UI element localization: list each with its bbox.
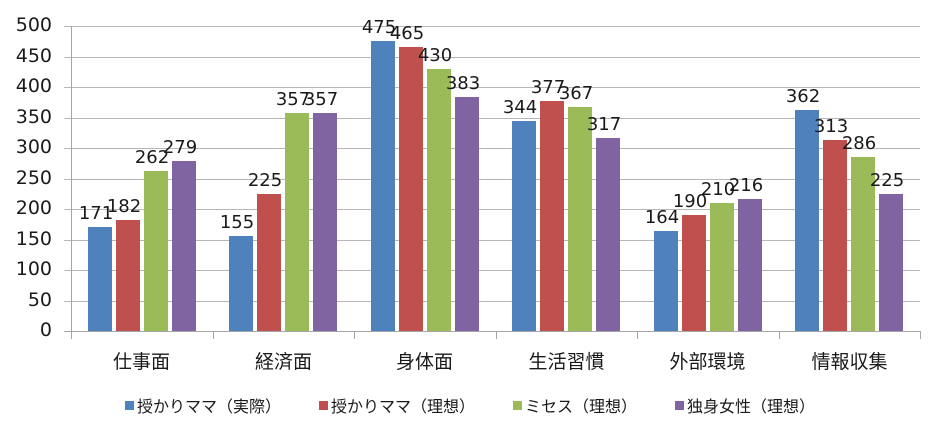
gridline bbox=[64, 148, 920, 149]
data-label: 225 bbox=[869, 170, 905, 191]
x-tick bbox=[213, 331, 214, 339]
legend-swatch-icon bbox=[675, 400, 685, 410]
data-label: 210 bbox=[700, 179, 736, 200]
data-label: 430 bbox=[417, 45, 453, 66]
x-tick bbox=[496, 331, 497, 339]
data-label: 344 bbox=[502, 97, 538, 118]
bar bbox=[257, 194, 281, 331]
gridline bbox=[64, 87, 920, 88]
y-tick-label: 200 bbox=[15, 197, 52, 219]
legend-item: 授かりママ（実際） bbox=[124, 393, 281, 417]
legend-label: ミセス（理想） bbox=[525, 397, 638, 416]
data-label: 357 bbox=[275, 89, 311, 110]
x-tick bbox=[637, 331, 638, 339]
data-label: 171 bbox=[78, 203, 114, 224]
legend-item: ミセス（理想） bbox=[513, 393, 637, 417]
data-label: 216 bbox=[728, 175, 764, 196]
gridline bbox=[64, 57, 920, 58]
y-tick-label: 400 bbox=[15, 75, 52, 97]
bar bbox=[88, 227, 112, 331]
legend-item: 独身女性（理想） bbox=[675, 393, 815, 417]
data-label: 262 bbox=[134, 147, 170, 168]
bar bbox=[116, 220, 140, 331]
y-tick-label: 250 bbox=[15, 167, 52, 189]
legend-item: 授かりママ（理想） bbox=[318, 393, 475, 417]
bar bbox=[455, 97, 479, 331]
data-label: 190 bbox=[672, 191, 708, 212]
y-tick-label: 150 bbox=[15, 228, 52, 250]
x-tick bbox=[779, 331, 780, 339]
bar bbox=[795, 110, 819, 331]
data-label: 367 bbox=[558, 83, 594, 104]
y-tick-label: 300 bbox=[15, 136, 52, 158]
data-label: 182 bbox=[106, 196, 142, 217]
data-label: 155 bbox=[219, 212, 255, 233]
bar bbox=[654, 231, 678, 331]
data-label: 313 bbox=[813, 116, 849, 137]
x-category-label: 生活習慣 bbox=[528, 351, 605, 373]
bar bbox=[144, 171, 168, 331]
x-tick bbox=[354, 331, 355, 339]
bar bbox=[540, 101, 564, 331]
data-label: 383 bbox=[445, 73, 481, 94]
data-label: 317 bbox=[586, 114, 622, 135]
bar bbox=[371, 41, 395, 331]
legend-label: 授かりママ（実際） bbox=[136, 397, 281, 416]
gridline bbox=[64, 179, 920, 180]
y-tick-label: 350 bbox=[15, 106, 52, 128]
y-tick-label: 100 bbox=[15, 258, 52, 280]
y-tick-label: 500 bbox=[15, 14, 52, 36]
x-category-label: 仕事面 bbox=[112, 351, 170, 373]
legend-label: 授かりママ（理想） bbox=[330, 397, 475, 416]
bar bbox=[568, 107, 592, 331]
gridline bbox=[64, 118, 920, 119]
x-category-label: 経済面 bbox=[254, 351, 312, 373]
bar bbox=[399, 47, 423, 331]
y-tick-label: 0 bbox=[39, 319, 52, 341]
data-label: 475 bbox=[361, 17, 397, 38]
gridline bbox=[64, 240, 920, 241]
gridline bbox=[64, 301, 920, 302]
gridline bbox=[64, 270, 920, 271]
gridline bbox=[64, 26, 920, 27]
x-category-label: 身体面 bbox=[395, 351, 453, 373]
bar bbox=[851, 157, 875, 331]
y-axis-line bbox=[71, 26, 72, 331]
data-label: 357 bbox=[303, 89, 339, 110]
bar bbox=[285, 113, 309, 331]
bar bbox=[596, 138, 620, 331]
legend-label: 独身女性（理想） bbox=[687, 397, 816, 416]
y-tick-label: 450 bbox=[15, 45, 52, 67]
data-label: 377 bbox=[530, 77, 566, 98]
data-label: 279 bbox=[162, 137, 198, 158]
bar bbox=[427, 69, 451, 331]
legend-swatch-icon bbox=[318, 400, 328, 410]
data-label: 286 bbox=[841, 133, 877, 154]
bar bbox=[172, 161, 196, 331]
legend: 授かりママ（実際） 授かりママ（理想） ミセス（理想） 独身女性（理想） bbox=[0, 393, 940, 417]
legend-swatch-icon bbox=[124, 400, 134, 410]
bar bbox=[682, 215, 706, 331]
data-label: 362 bbox=[785, 86, 821, 107]
bar bbox=[313, 113, 337, 331]
x-category-label: 外部環境 bbox=[669, 351, 746, 373]
bar bbox=[512, 121, 536, 331]
data-label: 465 bbox=[389, 23, 425, 44]
bar bbox=[823, 140, 847, 331]
bar bbox=[738, 199, 762, 331]
gridline bbox=[64, 209, 920, 210]
x-tick bbox=[920, 331, 921, 339]
x-tick bbox=[71, 331, 72, 339]
gridline bbox=[64, 331, 920, 332]
bar bbox=[229, 236, 253, 331]
data-label: 225 bbox=[247, 170, 283, 191]
bar bbox=[710, 203, 734, 331]
y-tick-label: 50 bbox=[27, 289, 52, 311]
x-category-label: 情報収集 bbox=[811, 351, 888, 373]
bar bbox=[879, 194, 903, 331]
legend-swatch-icon bbox=[513, 400, 522, 410]
data-label: 164 bbox=[644, 207, 680, 228]
